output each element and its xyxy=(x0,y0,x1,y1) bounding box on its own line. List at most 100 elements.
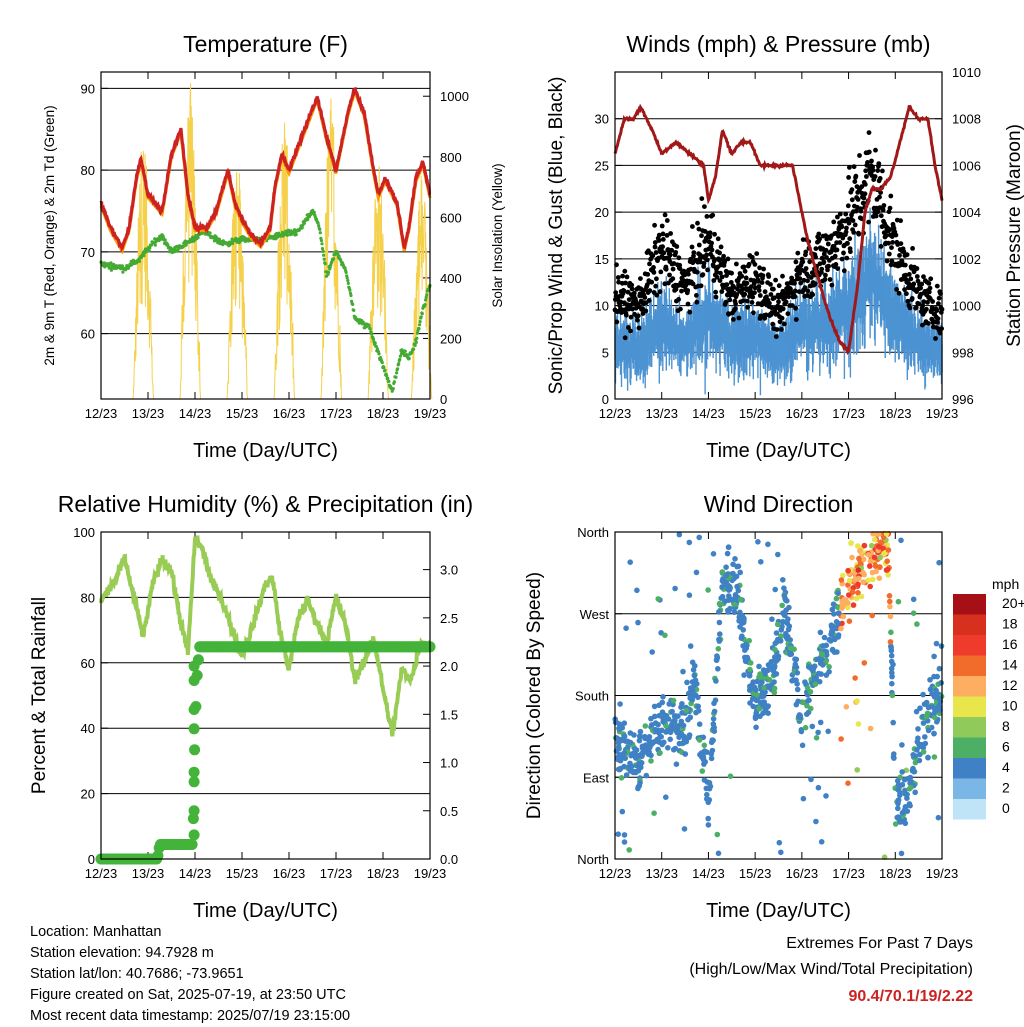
gust-point xyxy=(910,246,915,251)
direction-point xyxy=(855,581,861,588)
gust-point xyxy=(866,149,872,155)
gust-point xyxy=(623,312,629,318)
direction-point xyxy=(770,668,777,674)
gust-point xyxy=(652,222,657,228)
direction-point xyxy=(799,742,806,749)
dewpoint-point xyxy=(383,368,387,372)
y-axis-label: Percent & Total Rainfall xyxy=(29,597,50,794)
gust-point xyxy=(878,190,883,196)
direction-point xyxy=(779,602,785,609)
direction-point xyxy=(704,791,710,798)
humidity-line xyxy=(99,535,432,737)
x-tick-label: 13/23 xyxy=(132,406,165,421)
gust-point xyxy=(714,274,720,280)
dewpoint-point xyxy=(320,247,325,251)
direction-point xyxy=(934,673,940,680)
direction-point xyxy=(671,713,678,720)
legend-label: 12 xyxy=(1002,677,1018,693)
dewpoint-point xyxy=(412,347,416,351)
direction-point xyxy=(679,710,685,716)
panel-3: Relative Humidity (%) & Precipitation (i… xyxy=(29,491,473,922)
gust-point xyxy=(709,240,714,246)
direction-point xyxy=(759,679,765,685)
direction-point xyxy=(756,663,762,670)
direction-point xyxy=(696,737,703,743)
x-tick-label: 12/23 xyxy=(85,406,118,421)
direction-point xyxy=(899,742,905,748)
direction-point xyxy=(705,822,712,828)
legend-swatch xyxy=(953,696,986,717)
dewpoint-point xyxy=(147,249,151,253)
legend-swatch xyxy=(953,799,986,820)
gust-point xyxy=(921,274,926,280)
direction-point xyxy=(895,814,902,820)
direction-point xyxy=(689,697,696,703)
gust-point xyxy=(667,252,673,258)
direction-point xyxy=(920,691,926,698)
chart-title: Relative Humidity (%) & Precipitation (i… xyxy=(58,491,473,517)
x-axis-label: Time (Day/UTC) xyxy=(706,440,851,462)
direction-point xyxy=(621,750,628,756)
gust-point xyxy=(800,259,806,265)
direction-point xyxy=(933,687,939,694)
gust-point xyxy=(615,275,621,280)
y-axis-label: Direction (Colored By Speed) xyxy=(524,572,545,819)
gust-point xyxy=(733,301,738,307)
dewpoint-point xyxy=(300,226,304,230)
gust-point xyxy=(686,271,691,277)
dewpoint-point xyxy=(386,376,390,380)
gust-point xyxy=(805,278,810,284)
direction-point xyxy=(730,561,736,568)
gust-point xyxy=(893,232,899,238)
x-tick-label: 16/23 xyxy=(786,406,819,421)
gust-point xyxy=(807,259,813,265)
direction-point xyxy=(876,575,883,581)
gust-point xyxy=(725,256,731,262)
gust-point xyxy=(678,306,683,312)
direction-point xyxy=(855,567,862,573)
gust-point xyxy=(626,297,632,302)
dewpoint-point xyxy=(322,257,326,261)
legend-label: 10 xyxy=(1002,698,1018,714)
dewpoint-point xyxy=(319,238,323,243)
plot-frame xyxy=(614,531,943,860)
direction-point xyxy=(794,670,801,676)
gust-point xyxy=(825,267,830,273)
gust-point xyxy=(771,286,776,292)
direction-point xyxy=(663,729,669,735)
direction-point xyxy=(657,733,664,740)
gust-point xyxy=(773,334,779,339)
direction-point xyxy=(706,785,713,791)
gust-series xyxy=(612,130,945,341)
direction-point xyxy=(769,616,775,622)
direction-point xyxy=(732,594,739,600)
chart-title: Winds (mph) & Pressure (mb) xyxy=(626,31,930,57)
dewpoint-point xyxy=(371,337,376,341)
direction-point xyxy=(661,712,668,718)
direction-point xyxy=(931,714,938,721)
direction-point xyxy=(737,609,743,616)
direction-point xyxy=(800,795,807,802)
direction-point xyxy=(762,702,768,709)
gust-point xyxy=(865,160,870,165)
direction-point xyxy=(849,589,856,595)
y-tick-label: 80 xyxy=(81,590,95,605)
gust-point xyxy=(889,245,894,251)
direction-point xyxy=(792,661,799,668)
x-tick-label: 14/23 xyxy=(179,866,212,881)
direction-point xyxy=(727,773,734,779)
gust-point xyxy=(662,281,668,287)
gust-point xyxy=(884,233,889,238)
direction-point xyxy=(661,739,667,746)
x-tick-label: 14/23 xyxy=(692,406,725,421)
direction-series xyxy=(612,531,945,860)
y-tick-label: North xyxy=(577,852,609,867)
gust-point xyxy=(756,279,761,284)
dewpoint-point xyxy=(352,308,356,312)
direction-point xyxy=(869,569,876,576)
direction-point xyxy=(888,647,895,654)
legend-swatch xyxy=(953,676,986,697)
y-tick-label: 10 xyxy=(595,299,609,314)
direction-point xyxy=(683,707,690,714)
